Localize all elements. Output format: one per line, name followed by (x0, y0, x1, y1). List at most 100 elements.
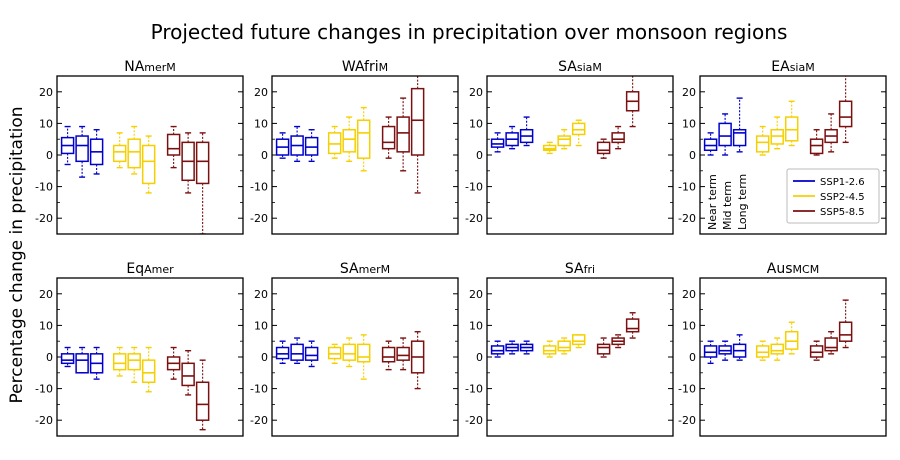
box-SSP2-4.5-long-term (356, 106, 371, 172)
box-SSP2-4.5-mid-term (342, 337, 356, 368)
box-iqr (596, 343, 611, 355)
panel-title: SAfri (565, 261, 595, 277)
panel-frame (271, 75, 459, 235)
box-SSP1-2.6-mid-term (290, 125, 304, 163)
y-tick-label: -20 (678, 212, 696, 225)
box-SSP5-8.5-mid-term (611, 125, 625, 150)
panel-title: SAsiaM (558, 59, 602, 75)
panel-title: AusMCM (767, 261, 819, 277)
box-SSP1-2.6-near-term (490, 132, 505, 153)
box-SSP2-4.5-long-term (784, 100, 799, 147)
box-SSP1-2.6-mid-term (75, 346, 89, 374)
box-SSP2-4.5-long-term (571, 119, 586, 147)
box-SSP1-2.6-long-term (89, 129, 104, 175)
panel-title-main: EA (771, 59, 790, 75)
y-tick-label: -10 (250, 383, 268, 396)
panel-title-main: Aus (767, 261, 793, 277)
box-SSP1-2.6-long-term (89, 346, 104, 380)
panel-title-main: SA (558, 59, 577, 75)
y-tick-label: -10 (678, 383, 696, 396)
y-tick-label: -10 (35, 181, 53, 194)
panel-frame (699, 75, 887, 235)
box-SSP5-8.5-mid-term (181, 349, 195, 396)
box-SSP5-8.5-near-term (809, 340, 824, 361)
box-iqr (557, 135, 571, 147)
legend: SSP1-2.6 SSP2-4.5 SSP5-8.5 (786, 168, 880, 224)
box-SSP5-8.5-mid-term (181, 132, 195, 194)
box-iqr (625, 318, 640, 333)
panels: NAmerM-20-1001020WAfriM-20-1001020SAsiaM… (35, 59, 887, 437)
y-tick-label: 0 (476, 149, 483, 162)
legend-box (786, 168, 880, 224)
boxes (703, 76, 853, 156)
panel-title: EAsiaM (771, 59, 814, 75)
boxes (490, 312, 640, 358)
box-SSP2-4.5-long-term (356, 334, 371, 380)
box-iqr (166, 133, 181, 156)
panel-title-main: NA (124, 59, 144, 75)
y-tick-label: 10 (39, 117, 53, 130)
y-tick-label: 0 (689, 149, 696, 162)
y-tick-label: 0 (46, 351, 53, 364)
box-iqr (181, 362, 195, 387)
panel-title-main: WAfri (342, 59, 379, 75)
panel-title-main: SA (340, 261, 359, 277)
box-SSP5-8.5-mid-term (824, 113, 838, 153)
panel-frame (486, 277, 674, 437)
box-iqr (838, 321, 853, 342)
panel-title-sub: fri (584, 263, 595, 276)
panel-SAsiaM: SAsiaM -20 -10 0 10 20 (465, 59, 674, 235)
box-iqr (824, 337, 838, 352)
box-iqr (342, 128, 356, 153)
box-SSP2-4.5-long-term (141, 135, 156, 194)
box-iqr (557, 340, 571, 352)
box-SSP1-2.6-near-term (703, 340, 718, 365)
box-SSP1-2.6-long-term (304, 340, 319, 368)
box-SSP5-8.5-near-term (381, 340, 396, 371)
panel-title-sub: merM (359, 263, 391, 276)
box-SSP1-2.6-mid-term (290, 337, 304, 365)
y-tick-label: 20 (469, 288, 483, 301)
y-tick-label: 20 (682, 86, 696, 99)
y-tick-label: 20 (682, 288, 696, 301)
box-SSP2-4.5-near-term (542, 141, 557, 155)
box-iqr (596, 141, 611, 155)
y-tick-label: -10 (465, 383, 483, 396)
box-iqr (838, 100, 853, 128)
box-iqr (356, 119, 371, 159)
box-SSP1-2.6-near-term (275, 340, 290, 365)
box-SSP1-2.6-long-term (732, 334, 747, 361)
box-SSP2-4.5-long-term (571, 334, 586, 349)
y-tick-label: -20 (250, 212, 268, 225)
box-SSP2-4.5-near-term (112, 346, 127, 377)
box-iqr (356, 343, 371, 363)
box-SSP1-2.6-mid-term (718, 113, 732, 156)
box-iqr (141, 144, 156, 185)
y-tick-label: -10 (35, 383, 53, 396)
legend-label: SSP2-4.5 (820, 192, 865, 203)
y-tick-label: -20 (35, 414, 53, 427)
box-iqr (60, 353, 75, 365)
box-SSP5-8.5-long-term (410, 331, 425, 390)
box-SSP2-4.5-long-term (784, 321, 799, 355)
panel-EqAmer: EqAmer -20 -10 0 10 20 (35, 261, 244, 437)
box-SSP5-8.5-long-term (195, 132, 210, 234)
box-SSP1-2.6-long-term (519, 116, 534, 147)
panel-WAfriM: WAfriM -20 -10 0 10 20 (250, 59, 459, 235)
box-SSP2-4.5-near-term (327, 343, 342, 365)
box-SSP2-4.5-mid-term (342, 116, 356, 163)
box-SSP5-8.5-long-term (625, 312, 640, 339)
y-tick-label: 10 (254, 319, 268, 332)
y-tick-label: 10 (469, 319, 483, 332)
box-iqr (290, 343, 304, 361)
boxes (60, 346, 210, 431)
panel-frame (699, 277, 887, 437)
box-SSP5-8.5-long-term (838, 299, 853, 349)
box-iqr (127, 138, 141, 169)
box-SSP1-2.6-mid-term (75, 125, 89, 178)
box-iqr (195, 141, 210, 185)
box-SSP5-8.5-mid-term (611, 334, 625, 349)
y-tick-label: -10 (250, 181, 268, 194)
box-SSP5-8.5-long-term (410, 76, 425, 194)
boxes (703, 299, 853, 365)
